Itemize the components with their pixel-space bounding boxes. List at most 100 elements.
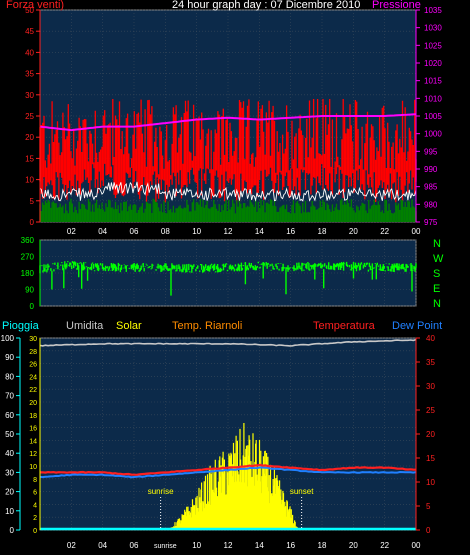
pressure-tick-label: 995 <box>424 147 438 156</box>
rain-tick-label: 30 <box>5 468 14 477</box>
temperature-x-tick-label: 14 <box>255 541 264 550</box>
legend-dew-point: Dew Point <box>392 320 443 332</box>
solar-tick-label: 14 <box>29 438 37 445</box>
wind-x-tick-label: 22 <box>380 227 389 236</box>
wind-tick-label: 30 <box>25 91 34 100</box>
solar-tick-label: 0 <box>33 528 37 535</box>
wind-x-tick-label: 06 <box>130 227 139 236</box>
temperature-x-tick-label: 16 <box>286 541 295 550</box>
pressure-tick-label: 1005 <box>424 112 442 121</box>
direction-tick-label: 360 <box>21 236 35 245</box>
rain-tick-label: 40 <box>5 449 14 458</box>
wind-tick-label: 15 <box>25 154 34 163</box>
wind-tick-label: 5 <box>30 197 35 206</box>
pressure-y-axis: 975 980 985 990 995 1000 1005 1010 1015 1020 1025 1… <box>415 6 442 227</box>
direction-letter-w: W <box>433 253 444 265</box>
solar-tick-label: 18 <box>29 413 37 420</box>
temperature-tick-label: 20 <box>426 430 435 439</box>
direction-y-axis: 0 90 180 270 360 <box>21 236 41 311</box>
direction-tick-label: 180 <box>21 269 35 278</box>
wind-x-tick-label: 18 <box>318 227 327 236</box>
legend-temperature: Temperatura <box>313 320 375 332</box>
humidity-series <box>39 338 417 347</box>
pressure-tick-label: 980 <box>424 200 438 209</box>
pressure-tick-label: 1035 <box>424 6 442 15</box>
temperature-tick-label: 15 <box>426 454 435 463</box>
wind-tick-label: 25 <box>25 112 34 121</box>
pressure-tick-label: 990 <box>424 165 438 174</box>
temperature-x-tick-label: 02 <box>67 541 76 550</box>
wind-tick-label: 10 <box>25 176 34 185</box>
solar-tick-label: 4 <box>33 502 37 509</box>
pressure-tick-label: 1020 <box>424 59 442 68</box>
solar-tick-label: 8 <box>33 477 37 484</box>
direction-panel: 0 90 180 270 360 <box>21 236 417 311</box>
temperature-x-tick-label: 06 <box>130 541 139 550</box>
rain-tick-label: 70 <box>5 392 14 401</box>
pressure-tick-label: 975 <box>424 218 438 227</box>
rain-tick-label: 100 <box>1 334 15 343</box>
rain-tick-label: 10 <box>5 507 14 516</box>
wind-series <box>39 99 417 222</box>
wind-tick-label: 35 <box>25 70 34 79</box>
wind-label: Forza venti) <box>6 0 65 11</box>
solar-tick-label: 20 <box>29 400 37 407</box>
wind-x-axis: 02 04 06 08 10 12 14 16 18 20 22 00 <box>67 227 421 236</box>
solar-tick-label: 28 <box>29 349 37 356</box>
temperature-tick-label: 0 <box>426 526 431 535</box>
temperature-x-axis: 02 04 06 sunrise 10 12 14 16 18 20 22 00 <box>67 541 421 550</box>
temperature-tick-label: 30 <box>426 382 435 391</box>
wind-x-tick-label: 12 <box>224 227 233 236</box>
wind-x-tick-label: 14 <box>255 227 264 236</box>
wind-tick-label: 45 <box>25 27 34 36</box>
dew-point-series <box>39 466 417 479</box>
wind-x-tick-label: 16 <box>286 227 295 236</box>
temperature-tick-label: 25 <box>426 406 435 415</box>
sun-markers: sunrise sunset <box>148 487 314 530</box>
solar-tick-label: 26 <box>29 362 37 369</box>
direction-tick-label: 90 <box>25 286 34 295</box>
temperature-x-tick-label: 22 <box>380 541 389 550</box>
pressure-tick-label: 985 <box>424 183 438 192</box>
direction-letter-n2: N <box>433 298 441 310</box>
direction-letter-n: N <box>433 238 441 250</box>
temperature-x-tick-label: 10 <box>192 541 201 550</box>
rain-humidity-y-axis: 0 10 20 30 40 50 60 70 80 90 100 <box>1 334 21 535</box>
wind-tick-label: 0 <box>30 218 35 227</box>
chart-title: 24 hour graph day : 07 Dicembre 2010 <box>172 0 361 11</box>
legend-humidity: Umidita <box>66 320 104 332</box>
solar-tick-label: 10 <box>29 464 37 471</box>
rain-tick-label: 60 <box>5 411 14 420</box>
direction-grid <box>40 239 417 307</box>
wind-x-tick-label: 10 <box>192 227 201 236</box>
pressure-tick-label: 1025 <box>424 41 442 50</box>
temperature-x-tick-label: 00 <box>412 541 421 550</box>
wind-tick-label: 20 <box>25 133 34 142</box>
wind-y-axis: 0 5 10 15 20 25 30 35 40 45 50 <box>25 6 41 227</box>
solar-tick-label: 24 <box>29 374 37 381</box>
legend-temp-riarnoli: Temp. Riarnoli <box>172 320 243 332</box>
rain-tick-label: 80 <box>5 372 14 381</box>
legend-rain: Pioggia <box>2 320 39 332</box>
direction-tick-label: 0 <box>30 302 35 311</box>
pressure-tick-label: 1010 <box>424 94 442 103</box>
pressure-tick-label: 1015 <box>424 77 442 86</box>
wind-average-series <box>39 181 417 202</box>
legend-solar: Solar <box>116 320 142 332</box>
temperature-series-line <box>39 463 417 476</box>
direction-letter-s: S <box>433 268 441 280</box>
wind-tick-label: 40 <box>25 48 34 57</box>
solar-series <box>168 423 299 530</box>
sunset-marker-label: sunset <box>290 487 314 496</box>
wind-x-tick-label: 20 <box>349 227 358 236</box>
rain-tick-label: 90 <box>5 353 14 362</box>
wind-x-tick-label: 02 <box>67 227 76 236</box>
solar-tick-label: 22 <box>29 387 37 394</box>
solar-tick-label: 6 <box>33 490 37 497</box>
solar-tick-label: 16 <box>29 426 37 433</box>
temperature-x-tick-label: sunrise <box>154 543 177 550</box>
pressure-label: Pressione <box>372 0 421 11</box>
